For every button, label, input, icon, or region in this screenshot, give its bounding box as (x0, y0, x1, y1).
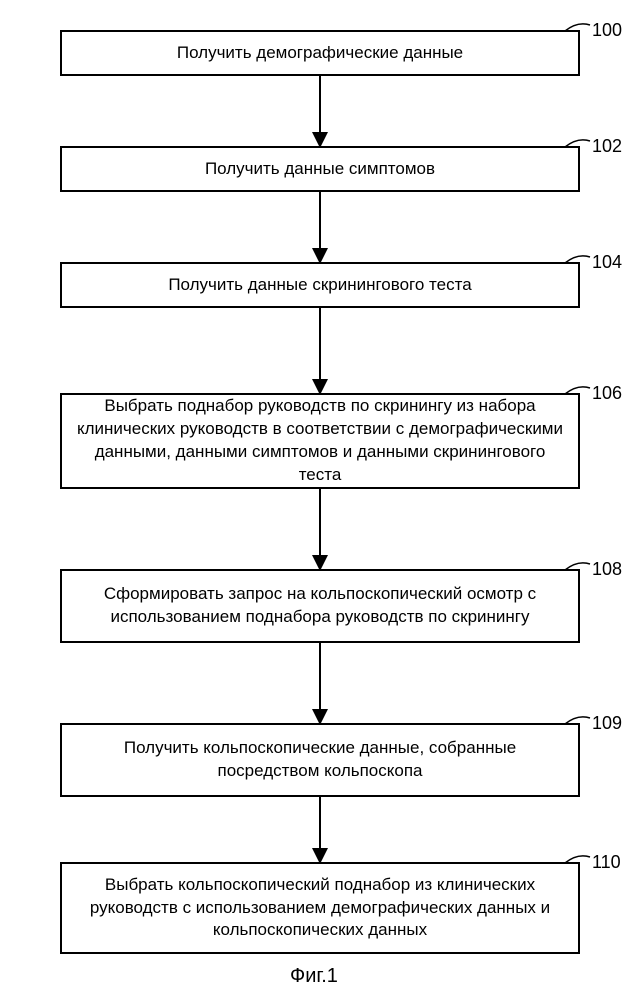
ref-label-110: 110 (592, 852, 621, 873)
figure-caption: Фиг.1 (290, 965, 338, 988)
flow-step-text: Получить кольпоскопические данные, собра… (72, 737, 568, 783)
flow-step-102: Получить данные симптомов (60, 146, 580, 192)
flow-step-104: Получить данные скринингового теста (60, 262, 580, 308)
ref-label-108: 108 (592, 559, 622, 580)
ref-label-109: 109 (592, 713, 622, 734)
flow-step-text: Получить данные симптомов (205, 158, 435, 181)
flow-step-text: Выбрать поднабор руководств по скринингу… (72, 395, 568, 487)
flowchart-canvas: Получить демографические данные Получить … (0, 0, 638, 1000)
flow-step-100: Получить демографические данные (60, 30, 580, 76)
flow-step-110: Выбрать кольпоскопический поднабор из кл… (60, 862, 580, 954)
ref-label-102: 102 (592, 136, 622, 157)
flow-step-109: Получить кольпоскопические данные, собра… (60, 723, 580, 797)
flow-step-106: Выбрать поднабор руководств по скринингу… (60, 393, 580, 489)
flow-step-text: Получить данные скринингового теста (168, 274, 471, 297)
ref-label-106: 106 (592, 383, 622, 404)
ref-label-100: 100 (592, 20, 622, 41)
flow-step-text: Получить демографические данные (177, 42, 463, 65)
flow-step-text: Выбрать кольпоскопический поднабор из кл… (72, 874, 568, 943)
flow-step-text: Сформировать запрос на кольпоскопический… (72, 583, 568, 629)
ref-label-104: 104 (592, 252, 622, 273)
flow-step-108: Сформировать запрос на кольпоскопический… (60, 569, 580, 643)
